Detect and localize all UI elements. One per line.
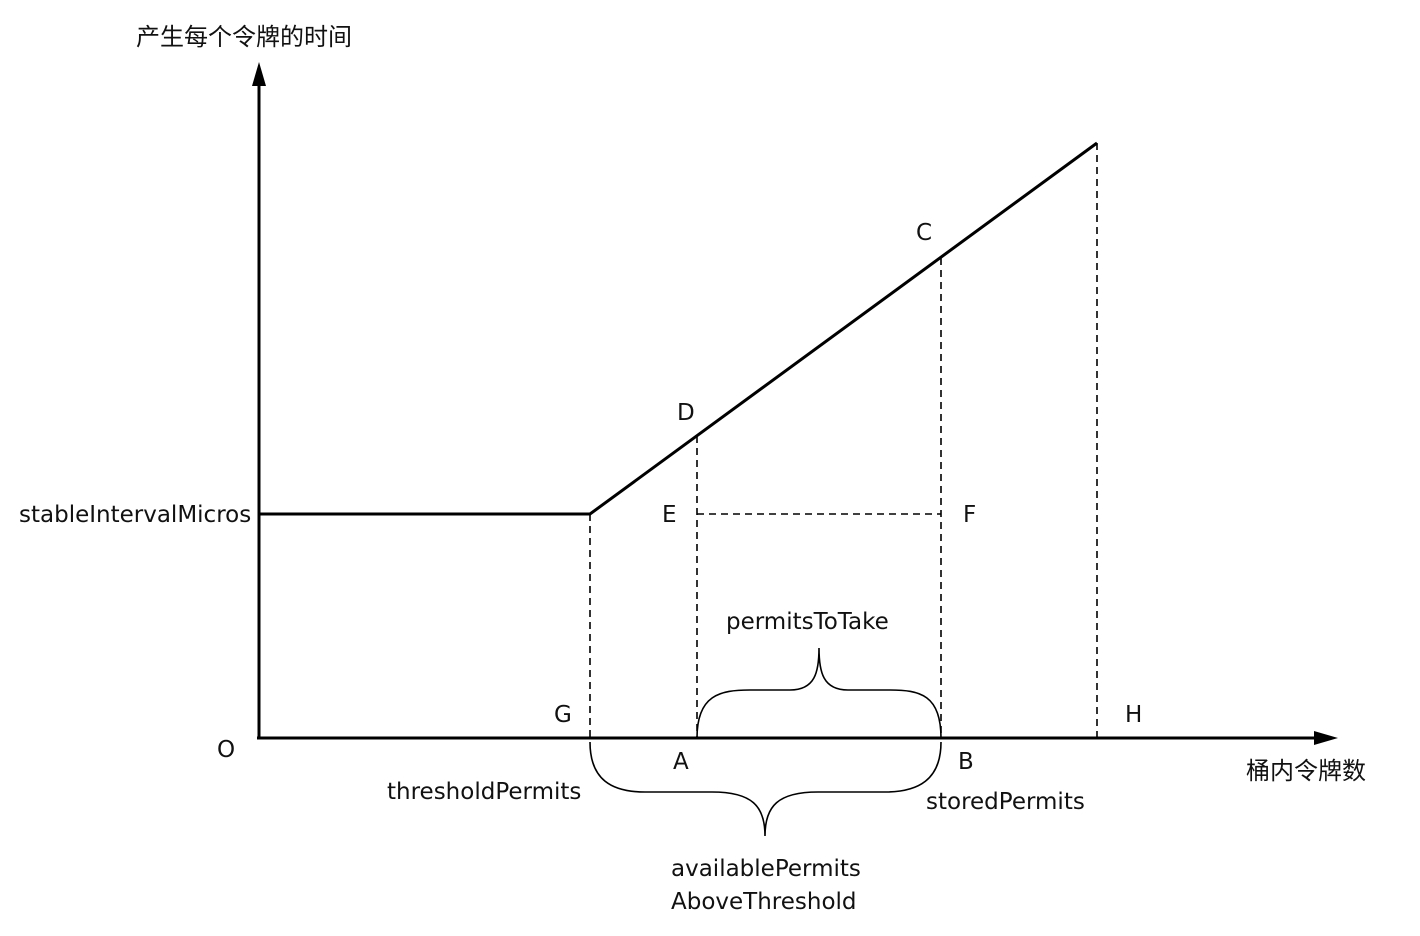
point-b-label: B [958, 749, 974, 775]
available-permits-label-line2: AboveThreshold [671, 889, 857, 915]
available-permits-label-line1: availablePermits [671, 856, 861, 882]
point-g-label: G [554, 702, 572, 728]
x-axis-title: 桶内令牌数 [1246, 757, 1366, 785]
point-h-label: H [1125, 702, 1142, 728]
point-a-label: A [673, 749, 689, 775]
y-axis-arrow-icon [252, 62, 266, 86]
point-d-label: D [677, 400, 695, 426]
permits-to-take-label: permitsToTake [726, 609, 889, 635]
brace-available-permits [589, 741, 942, 837]
brace-permits-to-take [696, 647, 942, 739]
point-e-label: E [662, 502, 677, 528]
rate-curve [259, 141, 1098, 516]
origin-label: O [217, 737, 235, 763]
threshold-permits-label: thresholdPermits [387, 779, 581, 805]
y-axis-title: 产生每个令牌的时间 [136, 23, 352, 51]
x-axis-arrow-icon [1314, 731, 1338, 745]
stored-permits-label: storedPermits [926, 789, 1085, 815]
point-c-label: C [916, 220, 932, 246]
stable-interval-label: stableIntervalMicros [19, 502, 251, 528]
point-f-label: F [963, 502, 976, 528]
